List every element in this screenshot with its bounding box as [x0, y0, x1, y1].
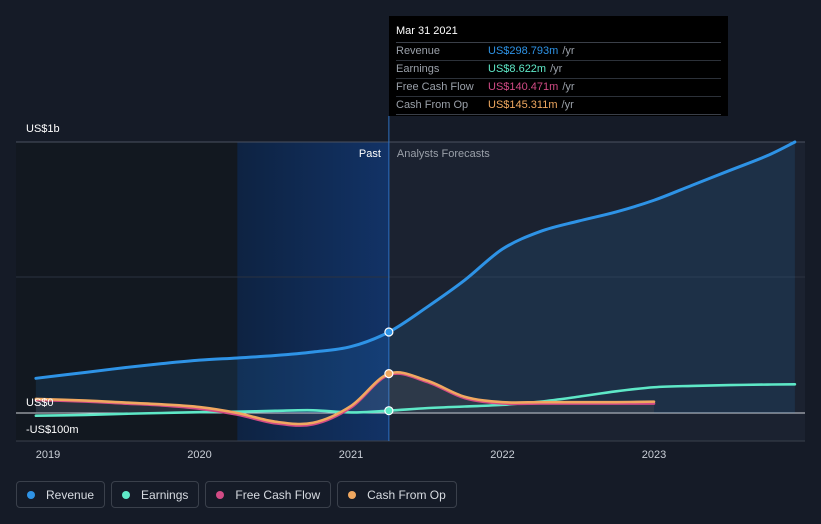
x-tick-label: 2021	[339, 449, 363, 461]
legend-item-revenue[interactable]: Revenue	[16, 481, 106, 508]
tooltip-row-cfo: Cash From Op US$145.311m /yr	[396, 97, 721, 115]
x-tick-label: 2022	[490, 449, 514, 461]
legend-item-free-cash-flow[interactable]: Free Cash Flow	[205, 481, 332, 508]
tooltip-row-revenue: Revenue US$298.793m /yr	[396, 43, 721, 61]
legend-label: Cash From Op	[367, 487, 446, 502]
revenue-line	[34, 140, 797, 380]
tooltip-date: Mar 31 2021	[396, 22, 721, 43]
earnings-line	[34, 382, 797, 418]
x-tick-label: 2023	[642, 449, 666, 461]
tooltip-row-fcf: Free Cash Flow US$140.471m /yr	[396, 79, 721, 97]
tooltip-label: Revenue	[396, 45, 441, 57]
earnings-marker	[384, 406, 394, 416]
legend-dot-icon	[122, 490, 131, 499]
tooltip-label: Free Cash Flow	[396, 81, 474, 93]
revenue-area	[35, 142, 795, 413]
tooltip-label: Cash From Op	[396, 99, 469, 111]
forecast-region-bg	[388, 142, 805, 441]
tooltip-unit: /yr	[562, 81, 575, 93]
cfo-marker	[384, 369, 394, 379]
legend-label: Revenue	[46, 487, 95, 502]
tooltip-value: US$145.311m	[488, 99, 558, 111]
data-tooltip: Mar 31 2021 Revenue US$298.793m /yr Earn…	[389, 16, 728, 116]
y-tick-label: US$0	[26, 397, 54, 409]
legend-label: Free Cash Flow	[235, 487, 321, 502]
legend-item-earnings[interactable]: Earnings	[111, 481, 200, 508]
x-tick-label: 2020	[187, 449, 211, 461]
legend-item-cash-from-op[interactable]: Cash From Op	[337, 481, 457, 508]
cash-from-op-line	[34, 371, 656, 426]
chart-legend: Revenue Earnings Free Cash Flow Cash Fro…	[16, 481, 457, 508]
legend-dot-icon	[27, 490, 35, 499]
legend-dot-icon	[348, 490, 357, 499]
tooltip-value: US$8.622m	[488, 63, 547, 75]
tooltip-unit: /yr	[561, 99, 574, 111]
x-tick-label: 2019	[36, 449, 60, 461]
tooltip-value: US$298.793m	[488, 45, 559, 57]
y-tick-label: -US$100m	[26, 424, 79, 436]
tooltip-unit: /yr	[550, 63, 563, 75]
forecast-label: Analysts Forecasts	[397, 148, 490, 160]
y-tick-label: US$1b	[26, 123, 60, 135]
tooltip-row-earnings: Earnings US$8.622m /yr	[396, 61, 721, 79]
highlight-band	[237, 142, 389, 441]
tooltip-unit: /yr	[562, 45, 575, 57]
past-label: Past	[359, 148, 381, 160]
legend-dot-icon	[216, 490, 225, 499]
legend-label: Earnings	[141, 487, 189, 502]
tooltip-label: Earnings	[396, 63, 440, 75]
revenue-marker	[384, 327, 394, 337]
tooltip-value: US$140.471m	[488, 81, 559, 93]
